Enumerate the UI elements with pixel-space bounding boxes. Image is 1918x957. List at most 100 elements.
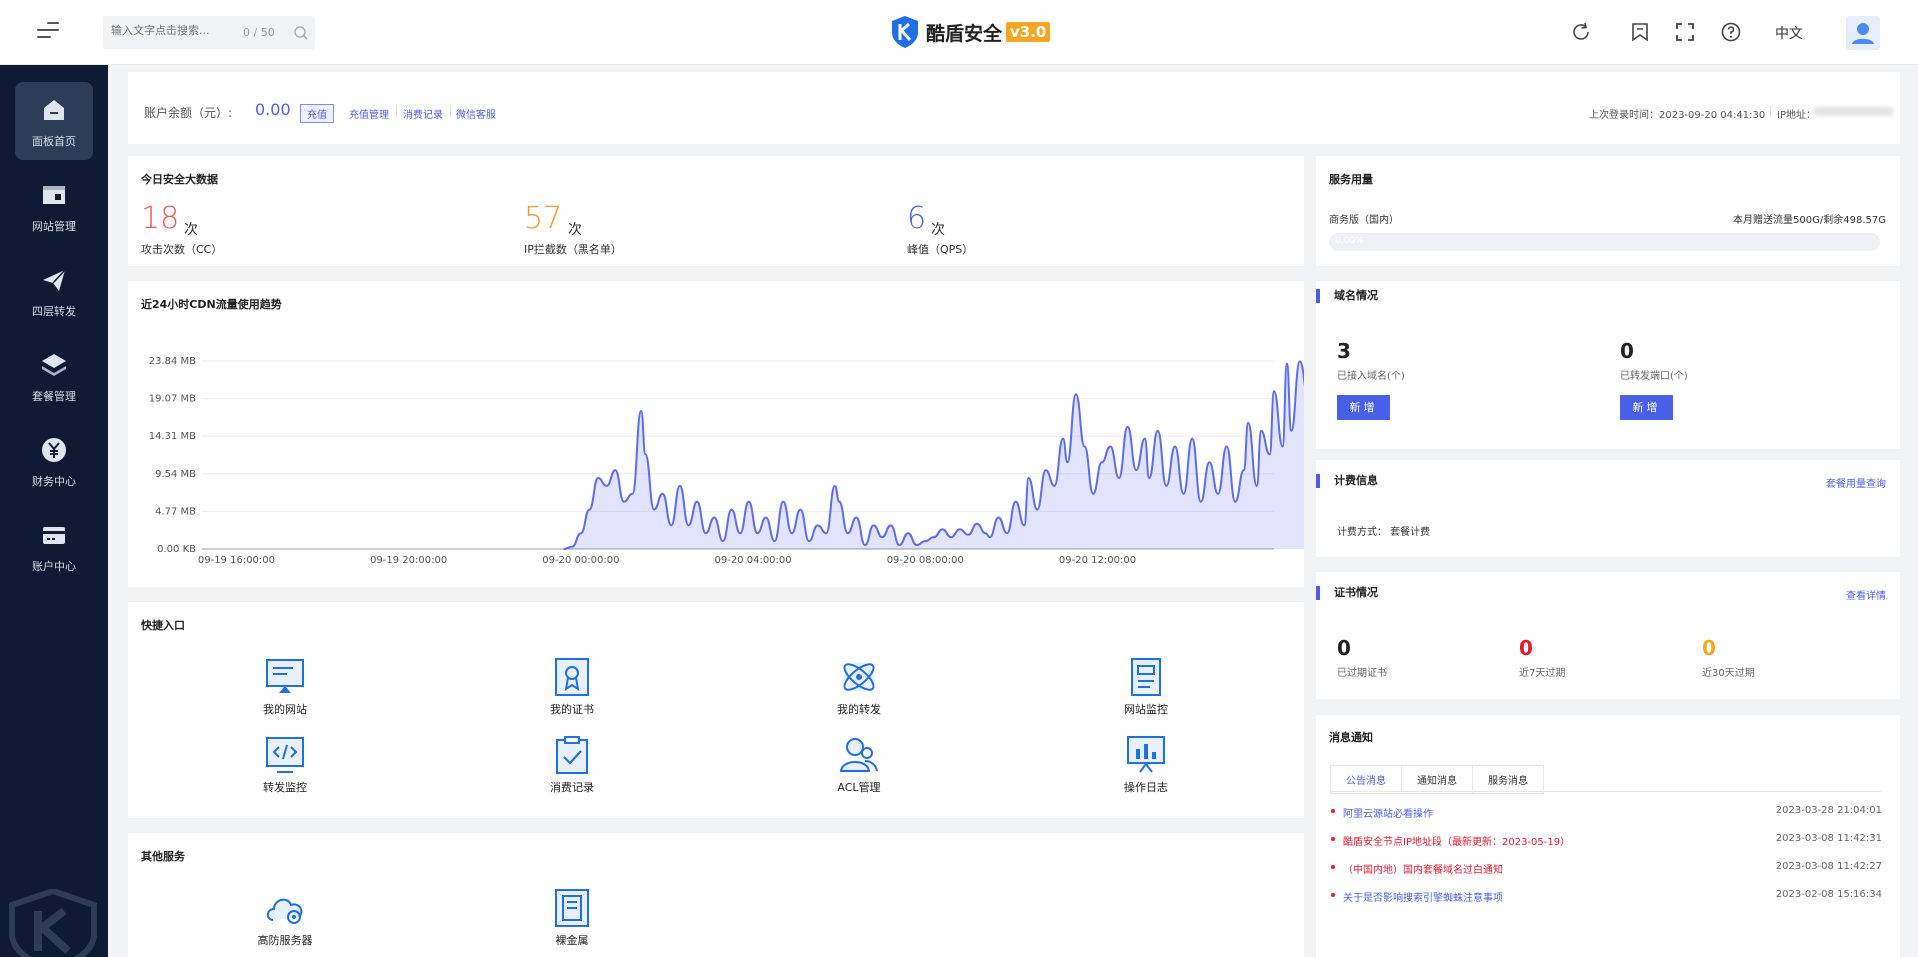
- quick-label: 操作日志: [1124, 781, 1168, 794]
- other-bare-metal[interactable]: 裸金属: [512, 888, 632, 948]
- help-icon[interactable]: [1720, 21, 1742, 43]
- website-icon: [43, 186, 65, 204]
- quick-acl-manage[interactable]: ACL管理: [799, 735, 919, 795]
- search-icon[interactable]: [293, 25, 309, 41]
- other-ddos-server[interactable]: 高防服务器: [225, 888, 345, 948]
- notice-title[interactable]: 酷盾安全节点IP地址段（最新更新：2023-05-19）: [1343, 837, 1571, 848]
- expire-30d-value: 0: [1702, 636, 1716, 660]
- sidebar-label: 财务中心: [32, 475, 76, 488]
- sidebar-item-website[interactable]: 网站管理: [15, 167, 93, 245]
- stat-unit: 次: [184, 222, 198, 238]
- y-tick-label: 9.54 MB: [155, 469, 196, 480]
- plan-name: 商务版（国内）: [1329, 215, 1399, 226]
- tab-notification[interactable]: 通知消息: [1402, 766, 1473, 793]
- sidebar-label: 网站管理: [32, 220, 76, 233]
- version-badge: v3.0: [1006, 22, 1051, 42]
- language-switch[interactable]: 中文: [1775, 26, 1803, 42]
- recharge-button[interactable]: 充值: [300, 104, 334, 123]
- user-avatar[interactable]: [1846, 16, 1880, 50]
- users-icon: [839, 738, 878, 772]
- card-title: 消息通知: [1329, 731, 1373, 744]
- refresh-icon[interactable]: [1570, 21, 1592, 43]
- menu-toggle-icon[interactable]: [37, 22, 59, 40]
- quick-my-website[interactable]: 我的网站: [225, 657, 345, 717]
- quick-label: 裸金属: [555, 934, 589, 947]
- sidebar-item-finance[interactable]: 财务中心: [15, 422, 93, 500]
- sidebar-item-dashboard[interactable]: 面板首页: [15, 82, 93, 160]
- chart-board-icon: [1127, 736, 1165, 773]
- quick-consume-record[interactable]: 消费记录: [512, 735, 632, 795]
- stat-unit: 次: [568, 222, 582, 238]
- brand-logo: 酷盾安全 v3.0: [890, 14, 1051, 50]
- notice-time: 2023-03-08 11:42:31: [1775, 833, 1882, 844]
- chart-title: 近24小时CDN流量使用趋势: [141, 298, 282, 311]
- y-tick-label: 0.00 KB: [157, 544, 196, 555]
- yen-icon: [42, 438, 66, 462]
- plan-usage-link[interactable]: 套餐用量查询: [1826, 479, 1886, 490]
- search-input[interactable]: [111, 24, 231, 37]
- x-tick-label: 09-20 12:00:00: [1059, 555, 1136, 566]
- quick-my-forward[interactable]: 我的转发: [799, 657, 919, 717]
- quick-site-monitor[interactable]: 网站监控: [1086, 657, 1206, 717]
- fullscreen-icon[interactable]: [1674, 21, 1696, 43]
- domain-count-label: 已接入域名(个): [1337, 371, 1405, 382]
- y-tick-label: 4.77 MB: [155, 506, 196, 517]
- sidebar-item-plans[interactable]: 套餐管理: [15, 337, 93, 415]
- card-title: 服务用量: [1329, 173, 1373, 186]
- notice-title[interactable]: 关于是否影响搜索引擎蜘蛛注意事项: [1343, 893, 1503, 904]
- paper-plane-icon: [43, 269, 66, 291]
- quick-label: 消费记录: [550, 781, 594, 794]
- sidebar-label: 面板首页: [32, 135, 76, 148]
- notice-item[interactable]: 阿里云源站必看操作 2023-03-28 21:04:01: [1331, 805, 1882, 821]
- quick-label: 我的网站: [263, 703, 307, 716]
- expire-7d-value: 0: [1519, 636, 1533, 660]
- add-port-button[interactable]: 新增: [1620, 395, 1673, 420]
- tab-announcement[interactable]: 公告消息: [1331, 766, 1402, 793]
- search-box[interactable]: 0 / 50: [103, 16, 315, 49]
- cert-detail-link[interactable]: 查看详情: [1846, 591, 1886, 602]
- sidebar-item-forward[interactable]: 四层转发: [15, 252, 93, 330]
- notice-item[interactable]: 关于是否影响搜索引擎蜘蛛注意事项 2023-02-08 15:16:34: [1331, 889, 1882, 905]
- stat-label: IP拦截数（黑名单）: [524, 243, 622, 256]
- cloud-icon: [266, 898, 303, 924]
- usage-progress-bar: 0.00%: [1329, 233, 1880, 251]
- tab-service[interactable]: 服务消息: [1488, 776, 1528, 787]
- x-tick-label: 09-20 00:00:00: [542, 555, 619, 566]
- recharge-manage-link[interactable]: 充值管理: [349, 110, 389, 121]
- quick-operation-log[interactable]: 操作日志: [1086, 735, 1206, 795]
- expired-cert-value: 0: [1337, 636, 1351, 660]
- traffic-quota: 本月赠送流量500G/剩余498.57G: [1733, 215, 1886, 226]
- card-title: 今日安全大数据: [141, 173, 218, 186]
- info-divider: [1770, 106, 1771, 117]
- billing-card: 计费信息 套餐用量查询 计费方式： 套餐计费: [1316, 460, 1900, 557]
- wechat-service-link[interactable]: 微信客服: [456, 110, 496, 121]
- port-count-value: 0: [1620, 339, 1634, 363]
- y-tick-label: 23.84 MB: [149, 356, 196, 367]
- notice-title[interactable]: 阿里云源站必看操作: [1343, 809, 1433, 820]
- notice-item[interactable]: （中国内地）国内套餐域名过白通知 2023-03-08 11:42:27: [1331, 861, 1882, 877]
- card-title: 快捷入口: [141, 619, 185, 632]
- wallet-icon: [43, 527, 65, 544]
- service-usage-card: 服务用量 商务版（国内） 本月赠送流量500G/剩余498.57G 0.00%: [1316, 156, 1900, 266]
- layers-icon: [42, 354, 66, 376]
- code-window-icon: [266, 737, 304, 773]
- add-domain-button[interactable]: 新增: [1337, 395, 1390, 420]
- brand-name: 酷盾安全: [926, 22, 1003, 45]
- quick-label: 我的证书: [550, 703, 594, 716]
- sidebar-item-account[interactable]: 账户中心: [15, 507, 93, 585]
- notice-item[interactable]: 酷盾安全节点IP地址段（最新更新：2023-05-19） 2023-03-08 …: [1331, 833, 1882, 849]
- monitor-icon: [266, 659, 304, 693]
- consume-record-link[interactable]: 消费记录: [403, 110, 443, 121]
- server-icon: [1131, 658, 1161, 696]
- x-tick-label: 09-19 16:00:00: [198, 555, 275, 566]
- notice-time: 2023-03-08 11:42:27: [1775, 861, 1882, 872]
- quick-label: 网站监控: [1124, 703, 1168, 716]
- quick-label: 我的转发: [837, 703, 881, 716]
- bookmark-icon[interactable]: [1629, 21, 1651, 43]
- notice-title[interactable]: （中国内地）国内套餐域名过白通知: [1343, 865, 1503, 876]
- quick-my-cert[interactable]: 我的证书: [512, 657, 632, 717]
- quick-forward-monitor[interactable]: 转发监控: [225, 735, 345, 795]
- domain-count-value: 3: [1337, 339, 1351, 363]
- billing-method: 计费方式： 套餐计费: [1337, 527, 1431, 538]
- expired-cert-label: 已过期证书: [1337, 668, 1387, 679]
